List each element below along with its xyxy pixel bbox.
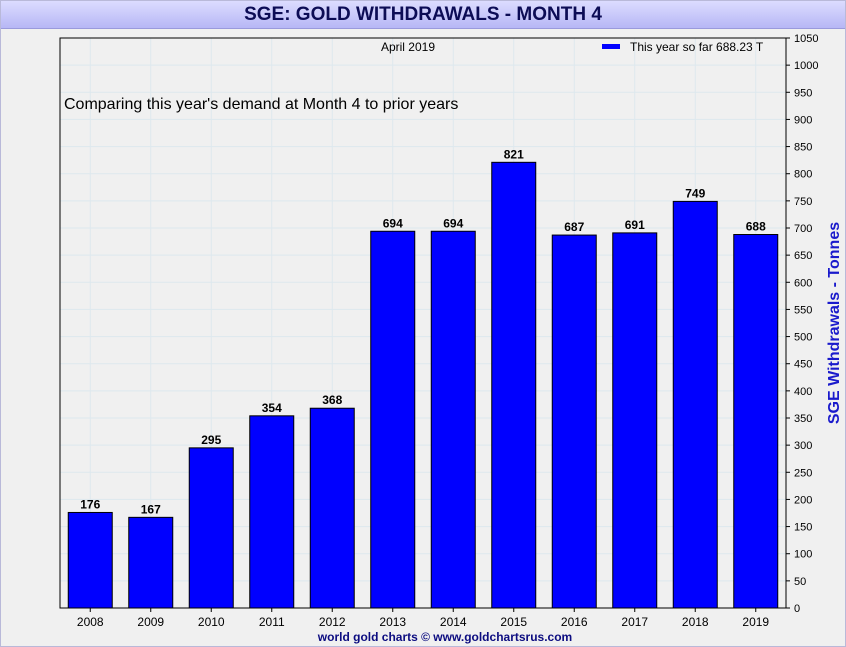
x-tick-label: 2009 <box>137 615 164 629</box>
footer-credit: world gold charts © www.goldchartsrus.co… <box>317 630 572 644</box>
data-label: 688 <box>746 220 766 234</box>
bar-2019 <box>733 234 779 609</box>
x-tick-label: 2016 <box>561 615 588 629</box>
data-label: 295 <box>201 433 221 447</box>
bar-2015 <box>491 161 537 609</box>
y-tick-label: 900 <box>794 114 812 126</box>
x-tick-label: 2015 <box>500 615 527 629</box>
y-tick-label: 700 <box>794 223 812 235</box>
y-tick-label: 450 <box>794 359 812 371</box>
x-tick-label: 2014 <box>440 615 467 629</box>
legend-label: This year so far 688.23 T <box>630 40 764 54</box>
y-tick-label: 200 <box>794 494 812 506</box>
chart-subtitle: April 2019 <box>381 40 435 54</box>
y-axis-title: SGE Withdrawals - Tonnes <box>826 222 843 424</box>
y-tick-label: 400 <box>794 386 812 398</box>
data-label: 368 <box>322 393 342 407</box>
bar-2009 <box>128 516 174 609</box>
x-tick-label: 2017 <box>621 615 648 629</box>
x-tick-label: 2010 <box>198 615 225 629</box>
bar-2011 <box>249 415 295 609</box>
y-tick-label: 300 <box>794 440 812 452</box>
legend: This year so far 688.23 T <box>602 40 764 54</box>
bars <box>67 161 779 609</box>
y-tick-label: 150 <box>794 522 812 534</box>
x-tick-label: 2008 <box>77 615 104 629</box>
data-label: 176 <box>80 497 100 511</box>
data-label: 694 <box>443 216 463 230</box>
y-tick-label: 500 <box>794 332 812 344</box>
bar-2018 <box>672 200 718 609</box>
y-tick-label: 600 <box>794 277 812 289</box>
x-axis: 2008 2009 2010 2011 2012 2013 2014 2015 2016 2017… <box>77 608 769 629</box>
y-tick-label: 1000 <box>794 60 818 72</box>
bar-2014 <box>430 230 476 609</box>
data-label: 167 <box>141 502 161 516</box>
y-tick-label: 350 <box>794 413 812 425</box>
y-tick-label: 50 <box>794 576 806 588</box>
bar-2017 <box>612 232 658 609</box>
y-tick-label: 950 <box>794 87 812 99</box>
data-label: 749 <box>685 186 705 200</box>
data-labels: 176 167 295 354 368 694 694 821 687 691 749 688 <box>80 147 766 516</box>
y-tick-label: 100 <box>794 549 812 561</box>
x-tick-label: 2011 <box>259 615 285 629</box>
data-label: 687 <box>564 220 584 234</box>
y-tick-label: 1050 <box>794 33 818 45</box>
x-tick-label: 2018 <box>682 615 709 629</box>
y-tick-label: 0 <box>794 603 800 615</box>
y-tick-label: 650 <box>794 250 812 262</box>
x-tick-label: 2012 <box>319 615 346 629</box>
data-label: 821 <box>504 147 524 161</box>
page-title: SGE: GOLD WITHDRAWALS - MONTH 4 <box>1 1 845 29</box>
y-tick-label: 750 <box>794 196 812 208</box>
data-label: 694 <box>383 216 403 230</box>
x-tick-label: 2019 <box>742 615 769 629</box>
bar-2016 <box>551 234 597 609</box>
y-tick-label: 800 <box>794 169 812 181</box>
legend-swatch <box>602 44 620 49</box>
chart-annotation: Comparing this year's demand at Month 4 … <box>64 96 458 113</box>
y-tick-label: 850 <box>794 142 812 154</box>
y-axis: 0 50 100 150 200 250 300 350 400 450 500 550 600 650 7… <box>786 33 818 615</box>
bar-2008 <box>67 511 113 609</box>
data-label: 691 <box>625 218 645 232</box>
bar-2013 <box>370 230 416 609</box>
x-tick-label: 2013 <box>379 615 406 629</box>
plot-area <box>59 37 787 609</box>
y-tick-label: 250 <box>794 467 812 479</box>
y-tick-label: 550 <box>794 304 812 316</box>
bar-2010 <box>188 447 234 609</box>
bar-2012 <box>309 407 355 609</box>
data-label: 354 <box>262 401 282 415</box>
